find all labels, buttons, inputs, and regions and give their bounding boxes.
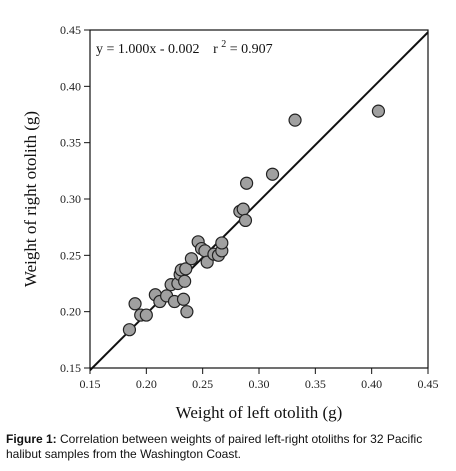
x-tick-label-6: 0.45 xyxy=(418,377,439,391)
x-tick-label-3: 0.30 xyxy=(249,377,270,391)
regression-equation: y = 1.000x - 0.002 xyxy=(96,42,200,57)
data-point-12 xyxy=(176,292,191,306)
r2-prefix: r xyxy=(213,42,218,57)
r2-value: = 0.907 xyxy=(230,42,273,57)
data-point-26 xyxy=(236,202,250,216)
y-tick-label-1: 0.20 xyxy=(60,305,81,319)
axis-tick-labels: 0.15 0.20 0.25 0.30 0.35 0.40 0.45 0.15 0.20 0.25… xyxy=(60,23,439,391)
x-tick-label-4: 0.35 xyxy=(305,377,326,391)
x-tick-label-2: 0.25 xyxy=(192,377,213,391)
y-tick-label-2: 0.25 xyxy=(60,248,81,262)
data-point-1 xyxy=(128,297,142,311)
y-tick-label-5: 0.40 xyxy=(60,79,81,93)
x-tick-label-1: 0.20 xyxy=(136,377,157,391)
axis-ticks xyxy=(84,29,429,374)
data-point-29 xyxy=(265,167,280,181)
data-point-15 xyxy=(180,305,194,319)
figure-caption: Figure 1: Correlation between weights of… xyxy=(6,432,454,462)
y-tick-label-0: 0.15 xyxy=(60,361,81,375)
data-point-3 xyxy=(139,308,153,322)
x-tick-label-0: 0.15 xyxy=(80,377,101,391)
r2-exponent: 2 xyxy=(221,39,226,50)
caption-label: Figure 1: xyxy=(6,432,57,446)
y-axis-title: Weight of right otolith (g) xyxy=(21,111,40,287)
data-point-28 xyxy=(240,176,254,190)
x-axis-title: Weight of left otolith (g) xyxy=(176,403,343,422)
caption-text: Correlation between weights of paired le… xyxy=(6,432,423,461)
regression-annotation: y = 1.000x - 0.002 r 2 = 0.907 xyxy=(96,36,273,57)
data-point-31 xyxy=(371,104,386,118)
y-tick-label-3: 0.30 xyxy=(60,192,81,206)
scatter-chart: 0.15 0.20 0.25 0.30 0.35 0.40 0.45 0.15 0.20 0.25… xyxy=(21,23,439,422)
data-point-30 xyxy=(288,113,302,127)
x-tick-label-5: 0.40 xyxy=(361,377,382,391)
data-point-0 xyxy=(122,323,137,337)
y-tick-label-6: 0.45 xyxy=(60,23,81,37)
data-point-13 xyxy=(178,274,192,288)
data-point-24 xyxy=(215,236,229,250)
data-point-16 xyxy=(184,252,198,266)
data-points xyxy=(122,104,386,337)
data-point-27 xyxy=(238,213,253,228)
y-tick-label-4: 0.35 xyxy=(60,136,81,150)
data-point-14 xyxy=(179,262,193,276)
